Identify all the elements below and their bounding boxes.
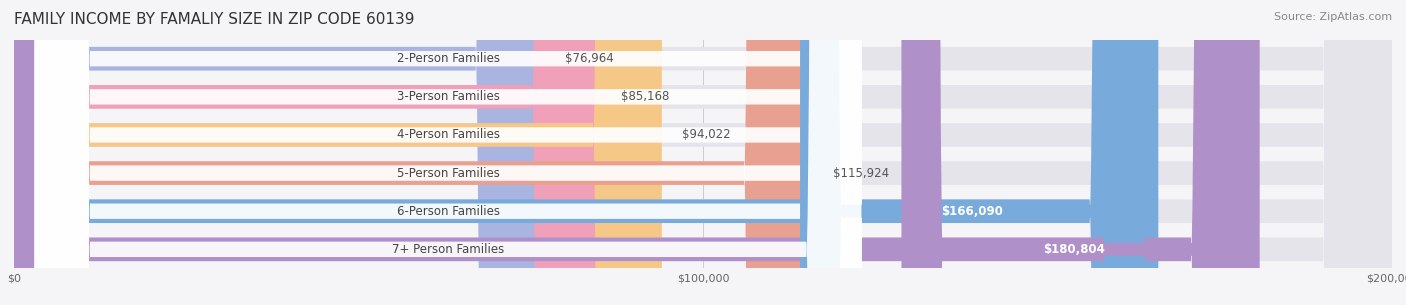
FancyBboxPatch shape xyxy=(14,0,1159,305)
FancyBboxPatch shape xyxy=(14,0,662,305)
Text: 6-Person Families: 6-Person Families xyxy=(396,205,499,218)
Text: 2-Person Families: 2-Person Families xyxy=(396,52,499,65)
FancyBboxPatch shape xyxy=(14,0,1392,305)
FancyBboxPatch shape xyxy=(14,0,1392,305)
Text: $76,964: $76,964 xyxy=(565,52,613,65)
Text: $180,804: $180,804 xyxy=(1043,243,1105,256)
Text: 3-Person Families: 3-Person Families xyxy=(396,90,499,103)
Text: $115,924: $115,924 xyxy=(834,167,890,180)
FancyBboxPatch shape xyxy=(14,0,544,305)
FancyBboxPatch shape xyxy=(35,0,862,305)
Text: FAMILY INCOME BY FAMALIY SIZE IN ZIP CODE 60139: FAMILY INCOME BY FAMALIY SIZE IN ZIP COD… xyxy=(14,12,415,27)
FancyBboxPatch shape xyxy=(901,0,1246,305)
FancyBboxPatch shape xyxy=(14,0,1392,305)
Text: 4-Person Families: 4-Person Families xyxy=(396,128,499,142)
FancyBboxPatch shape xyxy=(35,0,862,305)
Text: 7+ Person Families: 7+ Person Families xyxy=(392,243,505,256)
FancyBboxPatch shape xyxy=(14,0,600,305)
Text: 5-Person Families: 5-Person Families xyxy=(396,167,499,180)
FancyBboxPatch shape xyxy=(35,0,862,305)
FancyBboxPatch shape xyxy=(14,0,1260,305)
Text: $94,022: $94,022 xyxy=(682,128,731,142)
Text: Source: ZipAtlas.com: Source: ZipAtlas.com xyxy=(1274,12,1392,22)
Text: $166,090: $166,090 xyxy=(942,205,1004,218)
FancyBboxPatch shape xyxy=(14,0,813,305)
FancyBboxPatch shape xyxy=(35,0,862,305)
FancyBboxPatch shape xyxy=(14,0,1392,305)
FancyBboxPatch shape xyxy=(35,0,862,305)
FancyBboxPatch shape xyxy=(800,0,1144,305)
Text: $85,168: $85,168 xyxy=(621,90,669,103)
FancyBboxPatch shape xyxy=(35,0,862,305)
FancyBboxPatch shape xyxy=(14,0,1392,305)
FancyBboxPatch shape xyxy=(14,0,1392,305)
